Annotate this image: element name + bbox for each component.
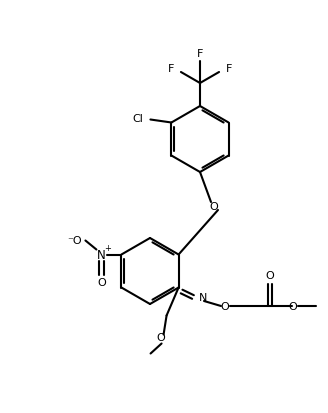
Text: O: O: [221, 301, 229, 311]
Text: O: O: [97, 278, 106, 288]
Text: O: O: [210, 202, 218, 211]
Text: +: +: [104, 243, 111, 252]
Text: Cl: Cl: [133, 113, 143, 123]
Text: O: O: [289, 301, 297, 311]
Text: O: O: [266, 271, 275, 280]
Text: O: O: [156, 333, 165, 343]
Text: N: N: [199, 292, 207, 302]
Text: F: F: [226, 64, 232, 74]
Text: F: F: [168, 64, 174, 74]
Text: N: N: [97, 248, 106, 261]
Text: ⁻O: ⁻O: [67, 236, 81, 246]
Text: F: F: [197, 49, 203, 59]
